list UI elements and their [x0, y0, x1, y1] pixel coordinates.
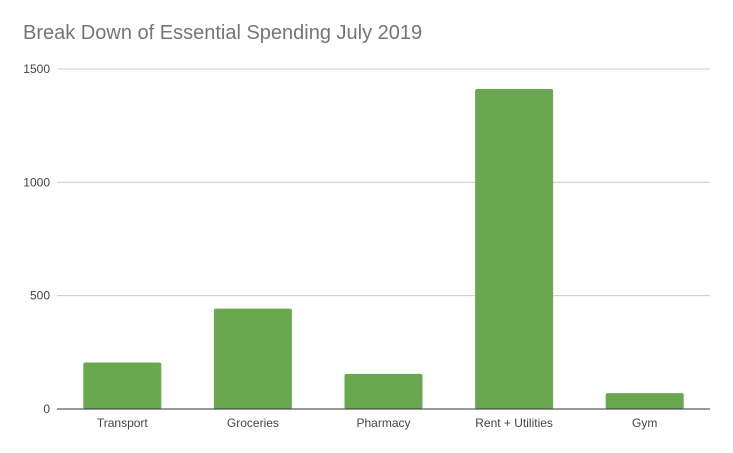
bar-rent-utilities — [475, 88, 554, 410]
bar-pharmacy — [344, 373, 423, 409]
y-tick-label: 0 — [43, 402, 50, 416]
x-tick-label: Rent + Utilities — [475, 416, 553, 430]
chart-title: Break Down of Essential Spending July 20… — [23, 22, 423, 44]
y-tick-label: 1500 — [23, 62, 50, 76]
x-tick-label: Pharmacy — [356, 416, 410, 430]
x-tick-label: Groceries — [227, 416, 279, 430]
y-tick-label: 1000 — [23, 175, 50, 189]
y-tick-label: 500 — [30, 289, 50, 303]
x-tick-label: Transport — [97, 416, 149, 430]
bar-gym — [605, 393, 684, 409]
bar-groceries — [213, 308, 292, 409]
bar-transport — [83, 362, 162, 409]
x-tick-label: Gym — [632, 416, 657, 430]
